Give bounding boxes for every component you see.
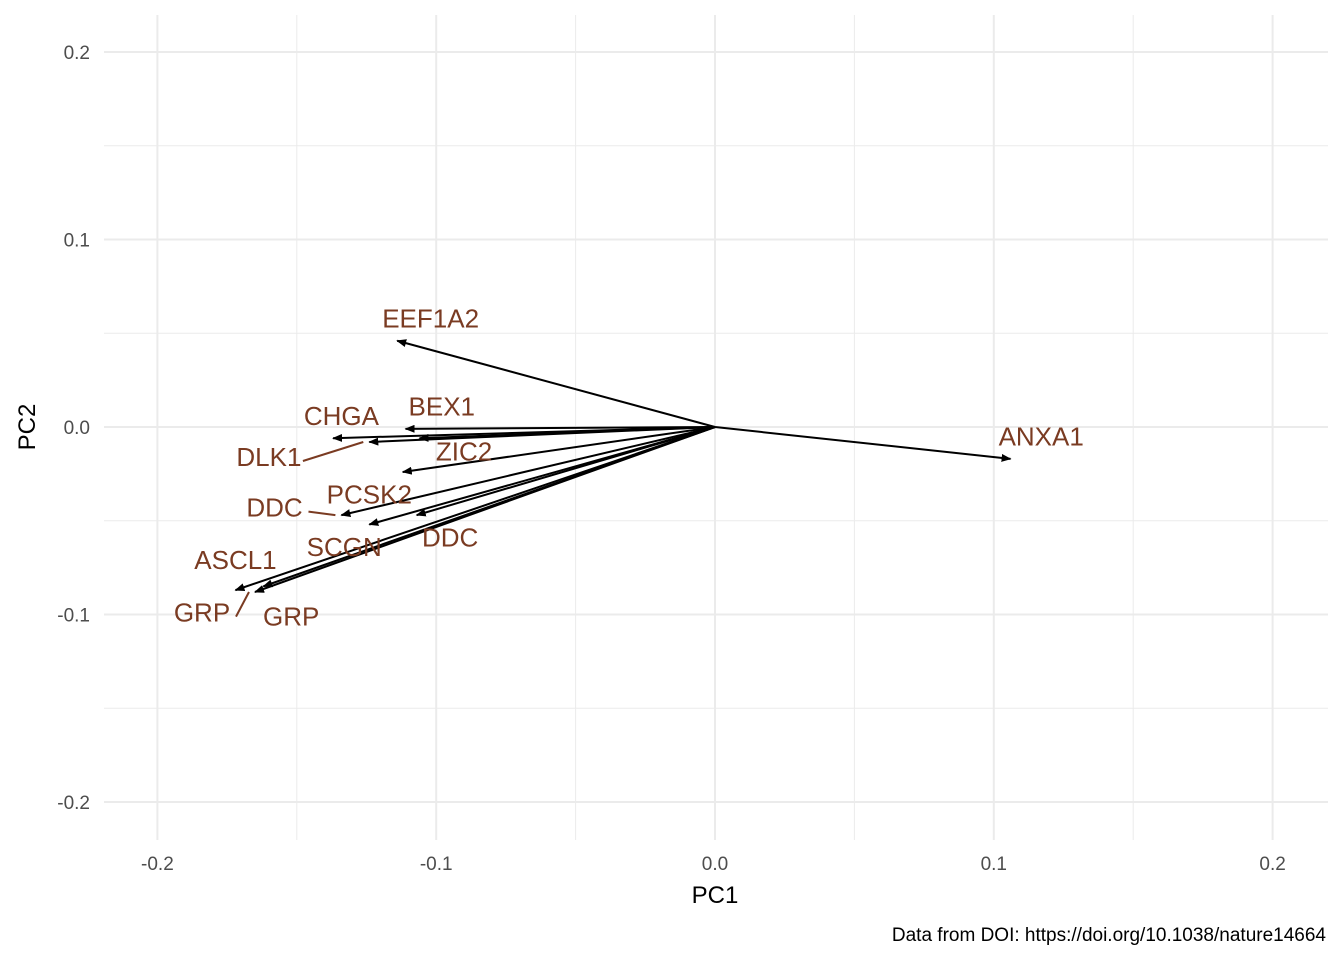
loading-label-grp: GRP [263, 601, 319, 631]
loading-arrow-bex1 [404, 424, 716, 433]
x-tick-label: 0.0 [702, 854, 728, 875]
loading-label-zic2: ZIC2 [436, 436, 492, 466]
loading-label-anxa1: ANXA1 [999, 421, 1084, 451]
x-tick-label: 0.1 [981, 854, 1007, 875]
x-tick-label: -0.2 [141, 854, 174, 875]
loading-label-eef1a2: EEF1A2 [382, 303, 479, 333]
grid-layer [104, 15, 1328, 840]
leader-line-grp [235, 591, 250, 618]
loading-label-ddc: DDC [246, 493, 302, 523]
loading-label-ddc: DDC [422, 523, 478, 553]
loading-label-scgn: SCGN [307, 532, 382, 562]
x-tick-label: -0.1 [420, 854, 453, 875]
loading-label-chga: CHGA [304, 401, 380, 431]
loading-label-grp: GRP [174, 598, 230, 628]
loading-arrow-eef1a2 [396, 339, 716, 428]
x-axis-title: PC1 [692, 882, 739, 909]
y-tick-label: 0.0 [64, 418, 90, 439]
y-axis-title: PC2 [14, 404, 41, 451]
x-tick-label: 0.2 [1259, 854, 1285, 875]
leader-line-dlk1 [302, 441, 364, 462]
loading-arrow-grp [262, 426, 716, 588]
loading-arrow-ddc [340, 426, 716, 517]
loading-arrow-zic2 [418, 426, 716, 442]
loading-label-bex1: BEX1 [409, 391, 476, 421]
leader-line-ddc [308, 510, 336, 517]
tick-label-layer: -0.2 -0.1 0.0 0.1 0.2 -0.2 -0.1 0.0 0.1 0.2 [57, 43, 1286, 875]
y-tick-label: 0.2 [64, 43, 90, 64]
y-tick-label: -0.1 [57, 606, 90, 627]
y-tick-label: 0.1 [64, 231, 90, 252]
loading-arrow-anxa1 [714, 426, 1012, 462]
loading-arrow-ddc [415, 426, 716, 517]
chart-caption: Data from DOI: https://doi.org/10.1038/n… [892, 925, 1327, 946]
loading-label-ascl1: ASCL1 [194, 545, 276, 575]
loading-label-pcsk2: PCSK2 [327, 480, 412, 510]
loading-arrows-layer [234, 339, 1012, 593]
loading-arrow-pcsk2 [401, 426, 716, 475]
y-tick-label: -0.2 [57, 793, 90, 814]
loading-label-dlk1: DLK1 [236, 442, 301, 472]
